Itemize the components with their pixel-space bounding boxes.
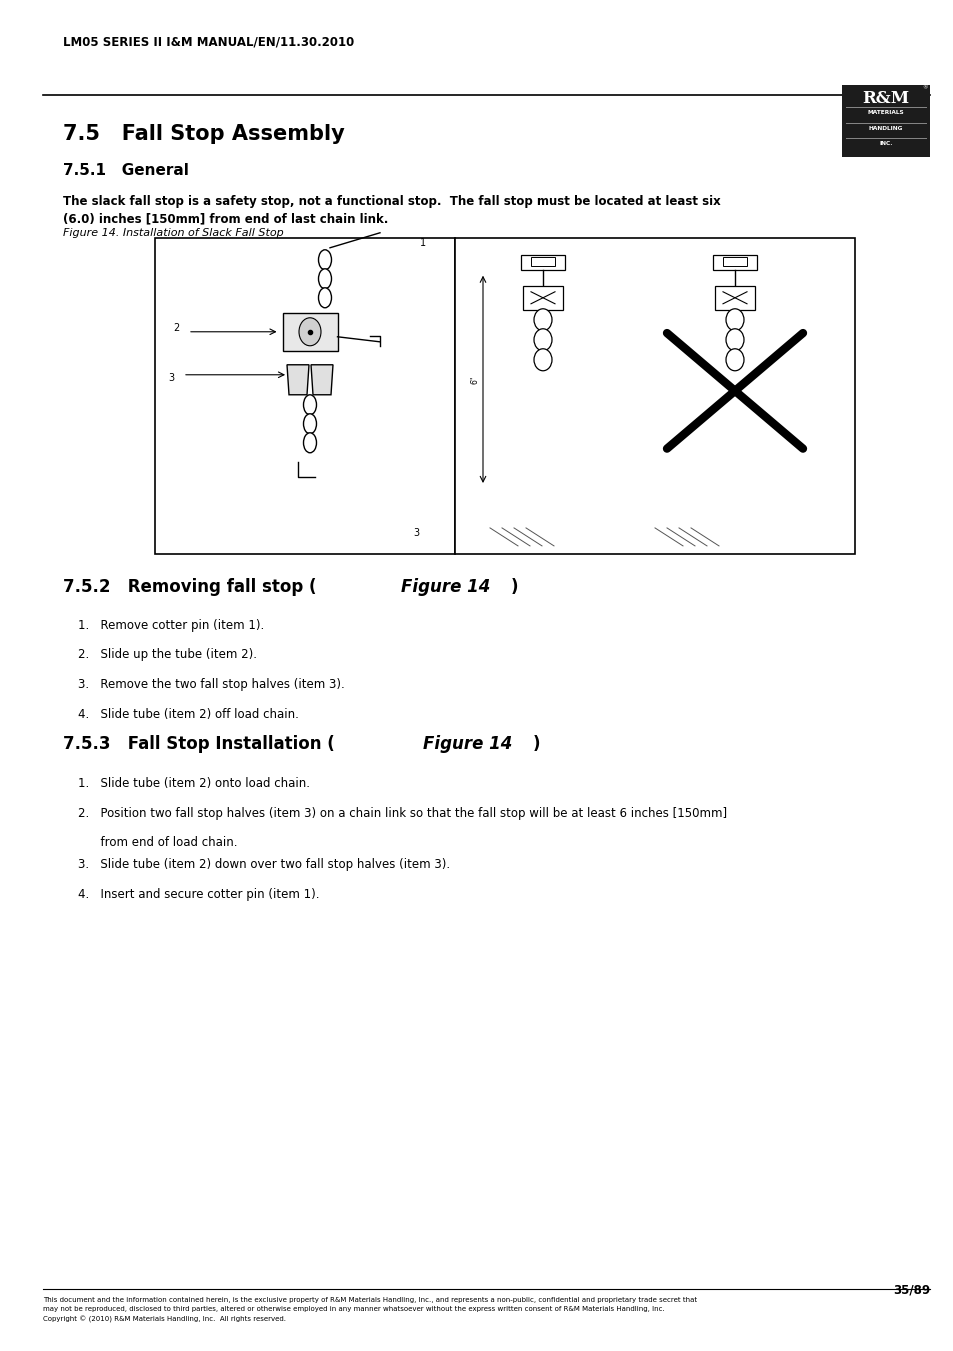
- Bar: [841, 85, 929, 157]
- Text: LM05 SERIES II I&M MANUAL/EN/11.30.2010: LM05 SERIES II I&M MANUAL/EN/11.30.2010: [63, 36, 354, 49]
- Text: ): ): [533, 735, 540, 753]
- Ellipse shape: [318, 269, 331, 289]
- Text: 4.   Insert and secure cotter pin (item 1).: 4. Insert and secure cotter pin (item 1)…: [78, 888, 319, 901]
- Text: (6.0) inches [150mm] from end of last chain link.: (6.0) inches [150mm] from end of last ch…: [63, 212, 388, 226]
- Text: ®: ®: [922, 85, 926, 91]
- Text: The slack fall stop is a safety stop, not a functional stop.  The fall stop must: The slack fall stop is a safety stop, no…: [63, 195, 720, 208]
- Ellipse shape: [725, 349, 743, 370]
- Text: 7.5.1   General: 7.5.1 General: [63, 163, 189, 178]
- Bar: [531, 257, 555, 266]
- Text: 2.   Position two fall stop halves (item 3) on a chain link so that the fall sto: 2. Position two fall stop halves (item 3…: [78, 807, 726, 820]
- Text: Copyright © (2010) R&M Materials Handling, Inc.  All rights reserved.: Copyright © (2010) R&M Materials Handlin…: [43, 1316, 286, 1323]
- Ellipse shape: [303, 432, 316, 453]
- Polygon shape: [287, 365, 309, 394]
- Text: may not be reproduced, disclosed to third parties, altered or otherwise employed: may not be reproduced, disclosed to thir…: [43, 1306, 664, 1312]
- Ellipse shape: [318, 250, 331, 270]
- Text: INC.: INC.: [879, 141, 892, 146]
- Text: Figure 14: Figure 14: [400, 578, 490, 596]
- Ellipse shape: [725, 309, 743, 331]
- Text: 2: 2: [172, 323, 179, 332]
- Text: 7.5   Fall Stop Assembly: 7.5 Fall Stop Assembly: [63, 124, 344, 145]
- Bar: [282, 313, 337, 351]
- Ellipse shape: [298, 317, 320, 346]
- Bar: [154, 238, 455, 554]
- Text: from end of load chain.: from end of load chain.: [78, 836, 237, 850]
- Ellipse shape: [725, 328, 743, 351]
- Text: 1: 1: [419, 238, 426, 247]
- Bar: [712, 255, 757, 270]
- Bar: [714, 286, 754, 309]
- Ellipse shape: [318, 288, 331, 308]
- Bar: [722, 257, 746, 266]
- Text: 2.   Slide up the tube (item 2).: 2. Slide up the tube (item 2).: [78, 648, 256, 662]
- Ellipse shape: [534, 349, 552, 370]
- Ellipse shape: [303, 394, 316, 415]
- Text: This document and the information contained herein, is the exclusive property of: This document and the information contai…: [43, 1297, 697, 1302]
- Ellipse shape: [303, 413, 316, 434]
- Text: 7.5.2   Removing fall stop (: 7.5.2 Removing fall stop (: [63, 578, 316, 596]
- Bar: [520, 255, 564, 270]
- Text: HANDLING: HANDLING: [868, 126, 902, 131]
- Text: 3: 3: [168, 373, 174, 382]
- Bar: [455, 238, 854, 554]
- Text: Figure 14: Figure 14: [422, 735, 512, 753]
- Text: Figure 14. Installation of Slack Fall Stop: Figure 14. Installation of Slack Fall St…: [63, 228, 283, 238]
- Text: 7.5.3   Fall Stop Installation (: 7.5.3 Fall Stop Installation (: [63, 735, 335, 753]
- Ellipse shape: [534, 309, 552, 331]
- Text: 1.   Slide tube (item 2) onto load chain.: 1. Slide tube (item 2) onto load chain.: [78, 777, 310, 790]
- Ellipse shape: [534, 328, 552, 351]
- Text: 35/89: 35/89: [892, 1283, 929, 1297]
- Text: 3: 3: [413, 528, 418, 538]
- Text: R&M: R&M: [862, 89, 908, 107]
- Text: 3.   Remove the two fall stop halves (item 3).: 3. Remove the two fall stop halves (item…: [78, 678, 344, 692]
- Polygon shape: [311, 365, 333, 394]
- Text: 4.   Slide tube (item 2) off load chain.: 4. Slide tube (item 2) off load chain.: [78, 708, 298, 721]
- Text: MATERIALS: MATERIALS: [867, 109, 903, 115]
- Text: 3.   Slide tube (item 2) down over two fall stop halves (item 3).: 3. Slide tube (item 2) down over two fal…: [78, 858, 450, 871]
- Bar: [522, 286, 562, 309]
- Text: 6": 6": [471, 376, 479, 384]
- Text: ): ): [511, 578, 518, 596]
- Text: 1.   Remove cotter pin (item 1).: 1. Remove cotter pin (item 1).: [78, 619, 264, 632]
